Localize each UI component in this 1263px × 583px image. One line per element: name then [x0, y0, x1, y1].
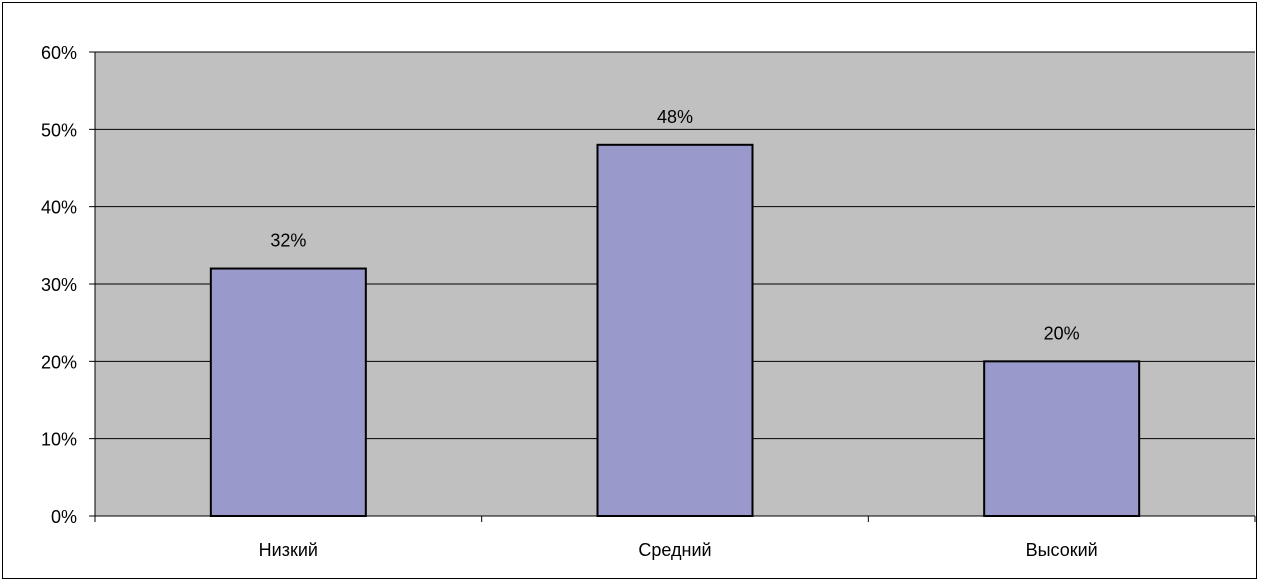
y-tick-label-30pct: 30%: [41, 275, 77, 295]
x-tick-label-3: Высокий: [1026, 540, 1098, 560]
bars: [209, 143, 1141, 518]
data-label-1: 32%: [270, 231, 306, 251]
axes: [89, 51, 1256, 522]
y-tick-label-0pct: 0%: [51, 507, 77, 527]
labels: 32% Низкий 48% Средний 20% Высокий 0% 10% 20% 30%…: [41, 43, 1098, 560]
data-label-3: 20%: [1044, 323, 1080, 343]
y-tick-label-10pct: 10%: [41, 430, 77, 450]
x-tick-label-1: Низкий: [259, 540, 318, 560]
bar-2: [596, 143, 754, 518]
bar-3: [983, 360, 1141, 518]
x-tick-label-2: Средний: [638, 540, 711, 560]
y-tick-label-60pct: 60%: [41, 43, 77, 63]
bar-1: [209, 267, 367, 517]
y-tick-label-50pct: 50%: [41, 120, 77, 140]
y-tick-label-40pct: 40%: [41, 198, 77, 218]
y-tick-label-20pct: 20%: [41, 352, 77, 372]
data-label-2: 48%: [657, 107, 693, 127]
